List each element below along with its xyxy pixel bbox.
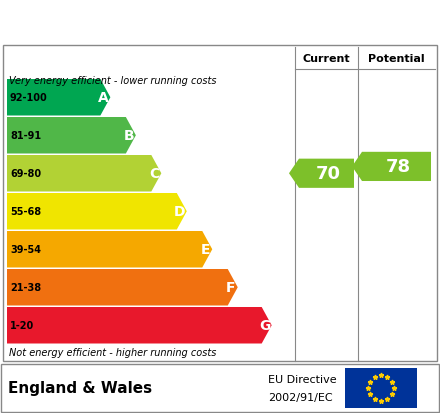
Text: England & Wales: England & Wales	[8, 380, 152, 396]
Polygon shape	[7, 269, 238, 306]
Text: E: E	[201, 243, 210, 256]
Text: 70: 70	[316, 165, 341, 183]
Text: Not energy efficient - higher running costs: Not energy efficient - higher running co…	[9, 347, 216, 357]
Text: 55-68: 55-68	[10, 207, 41, 217]
Polygon shape	[7, 307, 272, 344]
Polygon shape	[7, 194, 187, 230]
Text: 81-91: 81-91	[10, 131, 41, 141]
Text: Very energy efficient - lower running costs: Very energy efficient - lower running co…	[9, 76, 216, 86]
Polygon shape	[7, 80, 110, 116]
Text: B: B	[124, 129, 134, 143]
Text: Energy Efficiency Rating: Energy Efficiency Rating	[8, 12, 296, 32]
Text: F: F	[226, 280, 235, 294]
Text: EU Directive: EU Directive	[268, 374, 337, 384]
Text: Potential: Potential	[368, 54, 425, 64]
Text: 21-38: 21-38	[10, 282, 41, 292]
Text: Current: Current	[303, 54, 350, 64]
Text: A: A	[98, 91, 109, 105]
Polygon shape	[7, 118, 136, 154]
Text: 2002/91/EC: 2002/91/EC	[268, 392, 333, 402]
Text: G: G	[259, 318, 271, 332]
Text: 69-80: 69-80	[10, 169, 41, 179]
Text: D: D	[174, 205, 186, 219]
Polygon shape	[7, 231, 212, 268]
Polygon shape	[289, 159, 354, 188]
Text: 1-20: 1-20	[10, 320, 34, 330]
Polygon shape	[352, 152, 431, 182]
Text: 39-54: 39-54	[10, 244, 41, 255]
Text: 92-100: 92-100	[10, 93, 48, 103]
Polygon shape	[7, 156, 161, 192]
Text: C: C	[149, 167, 159, 181]
Text: 78: 78	[386, 158, 411, 176]
Bar	[345, 368, 417, 408]
